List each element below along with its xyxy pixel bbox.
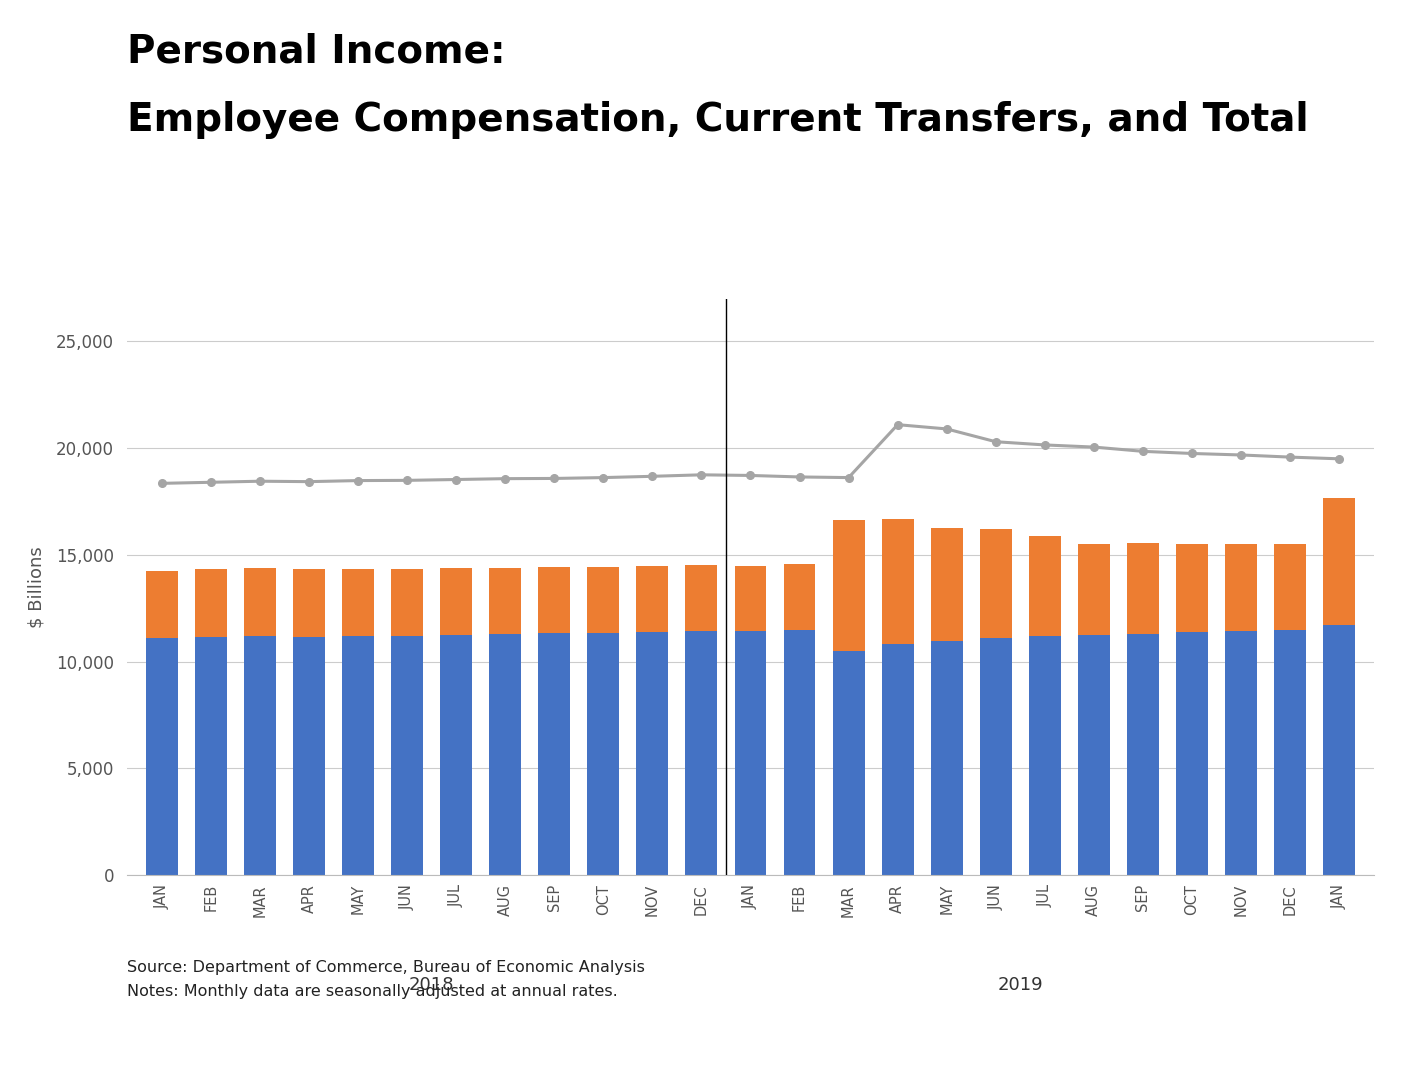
Bar xyxy=(636,566,668,632)
Y-axis label: $ Billions: $ Billions xyxy=(27,546,45,627)
Bar xyxy=(930,641,963,875)
Bar xyxy=(195,569,227,637)
Bar xyxy=(636,632,668,875)
Text: Employee Compensation, Current Transfers, and Total: Employee Compensation, Current Transfers… xyxy=(127,101,1308,140)
Bar xyxy=(440,635,472,875)
Bar xyxy=(833,651,865,875)
Bar xyxy=(735,632,766,875)
Bar xyxy=(195,637,227,875)
Bar xyxy=(343,569,374,636)
Bar xyxy=(1225,632,1257,875)
Bar xyxy=(1029,536,1061,636)
Bar xyxy=(343,636,374,875)
Bar xyxy=(1225,544,1257,632)
Bar xyxy=(930,528,963,641)
Bar xyxy=(1078,544,1110,635)
Bar xyxy=(391,636,423,875)
Text: 2019: 2019 xyxy=(997,976,1044,994)
Bar xyxy=(1274,630,1306,875)
Bar xyxy=(882,519,913,644)
Bar xyxy=(293,569,324,637)
Bar xyxy=(1127,634,1158,875)
Bar xyxy=(1323,625,1355,875)
Bar xyxy=(146,638,178,875)
Bar xyxy=(783,564,816,631)
Bar xyxy=(735,566,766,632)
Text: Personal Income:: Personal Income: xyxy=(127,32,506,70)
Bar xyxy=(440,568,472,635)
Bar xyxy=(293,637,324,875)
Bar xyxy=(1274,543,1306,630)
Bar xyxy=(391,569,423,636)
Bar xyxy=(1177,543,1208,632)
Bar xyxy=(538,634,571,875)
Bar xyxy=(1078,635,1110,875)
Bar xyxy=(588,633,619,875)
Bar xyxy=(538,568,571,634)
Text: Source: Department of Commerce, Bureau of Economic Analysis
Notes: Monthly data : Source: Department of Commerce, Bureau o… xyxy=(127,960,646,999)
Bar xyxy=(1127,543,1158,634)
Text: 2018: 2018 xyxy=(409,976,455,994)
Bar xyxy=(980,638,1011,875)
Bar xyxy=(980,529,1011,638)
Bar xyxy=(685,566,718,632)
Bar xyxy=(783,631,816,875)
Bar xyxy=(685,632,718,875)
Bar xyxy=(244,568,276,636)
Bar xyxy=(490,634,521,875)
Bar xyxy=(146,571,178,638)
Bar xyxy=(490,568,521,634)
Bar xyxy=(588,567,619,633)
Bar xyxy=(882,644,913,875)
Bar xyxy=(1323,498,1355,625)
Bar xyxy=(244,636,276,875)
Bar xyxy=(1029,636,1061,875)
Bar xyxy=(833,520,865,651)
Bar xyxy=(1177,632,1208,875)
